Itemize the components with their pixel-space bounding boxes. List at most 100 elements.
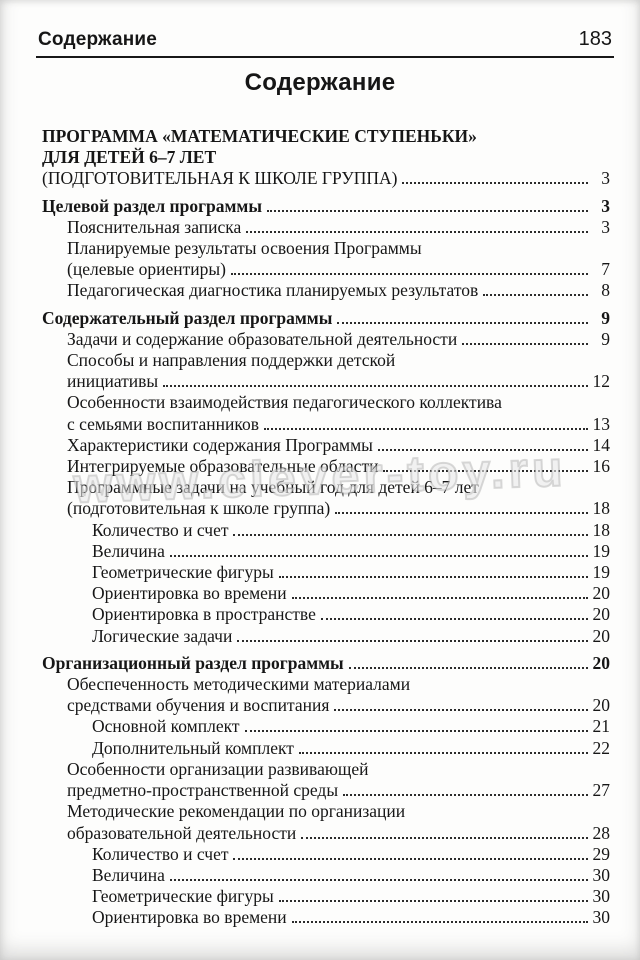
toc-entry-text: Содержательный раздел программы [42,307,333,328]
toc-entry-text: Величина [92,540,165,561]
toc-line: ПРОГРАММА «МАТЕМАТИЧЕСКИЕ СТУПЕНЬКИ» [42,126,610,147]
toc-entry-text: Ориентировка во времени [92,583,287,604]
dot-leader [163,385,588,388]
toc-entry-text: Целевой раздел программы [42,195,263,216]
dot-leader [233,857,588,860]
toc-page-number: 14 [592,434,611,455]
toc-line: Дополнительный комплект 22 [42,738,610,759]
header-rule [36,56,614,58]
toc-line: Интегрируемые образовательные области 16 [42,456,610,477]
toc-entry-text: образовательной деятельности [67,822,297,843]
toc-page-number: 8 [601,280,610,301]
toc-entry-text: Дополнительный комплект [92,737,294,758]
toc-page-number: 9 [601,328,610,349]
toc-page-number: 27 [592,780,611,801]
toc-entry-text: Интегрируемые образовательные области [67,456,379,477]
toc-page-number: 28 [592,822,611,843]
toc-entry-text: Обеспеченность методическими материалами [67,674,411,695]
toc-line: Планируемые результаты освоения Программ… [42,238,610,259]
toc-page-number: 16 [592,456,611,477]
toc-entry-text: с семьями воспитанников [67,413,259,434]
toc-page-number: 20 [592,583,611,604]
toc-page-number: 19 [592,540,611,561]
toc-entry-text: Планируемые результаты освоения Программ… [67,238,422,259]
toc-page-number: 20 [592,695,611,716]
toc-entry-text: Способы и направления поддержки детской [67,350,396,371]
toc-line: Способы и направления поддержки детской [42,350,610,371]
toc-line: Характеристики содержания Программы 14 [42,435,610,456]
toc-list: ПРОГРАММА «МАТЕМАТИЧЕСКИЕ СТУПЕНЬКИ» ДЛЯ … [42,126,610,929]
page-title: Содержание [244,69,396,96]
dot-leader [278,900,588,903]
toc-line: Пояснительная записка 3 [42,217,610,238]
dot-leader [335,512,588,515]
toc-entry-text: Количество и счет [92,519,229,540]
dot-leader [244,730,588,733]
dot-leader [348,666,588,669]
toc-entry-text: Педагогическая диагностика планируемых р… [67,280,479,301]
toc-entry-text: Особенности взаимодействия педагогическо… [67,392,502,413]
toc-line: Количество и счет 29 [42,844,610,865]
toc-line: Ориентировка в пространстве 20 [42,604,610,625]
dot-leader [377,448,588,451]
toc-entry-text: (целевые ориентиры) [67,259,226,280]
toc-entry-text: ПРОГРАММА «МАТЕМАТИЧЕСКИЕ СТУПЕНЬКИ» [42,126,477,146]
dot-leader [246,230,588,233]
toc-page-number: 20 [592,652,611,673]
toc-entry-text: Геометрические фигуры [92,886,274,907]
toc-line: предметно-пространственной среды 27 [42,780,610,801]
toc-line: Количество и счет 18 [42,520,610,541]
running-header-page-number: 183 [578,28,612,50]
toc-line: Величина 19 [42,541,610,562]
toc-line: Геометрические фигуры 19 [42,562,610,583]
toc-line: Величина 30 [42,865,610,886]
toc-line: Методические рекомендации по организации [42,801,610,822]
toc-entry-text: Величина [92,864,165,885]
toc-entry-text: Ориентировка в пространстве [92,604,316,625]
dot-leader [462,342,588,345]
toc-line: (целевые ориентиры) 7 [42,259,610,280]
toc-entry-text: Методические рекомендации по организации [67,801,406,822]
toc-line: Целевой раздел программы 3 [42,196,610,217]
toc-page-number: 7 [601,259,610,280]
dot-leader [337,321,588,324]
dot-leader [264,427,588,430]
dot-leader [169,554,588,557]
toc-page-number: 19 [592,562,611,583]
toc-line: Особенности взаимодействия педагогическо… [42,392,610,413]
dot-leader [301,836,588,839]
toc-line: Содержательный раздел программы 9 [42,308,610,329]
toc-entry-text: Геометрические фигуры [92,562,274,583]
dot-leader [383,470,588,473]
toc-page-number: 13 [592,413,611,434]
toc-page-number: 18 [592,498,611,519]
toc-entry-text: (ПОДГОТОВИТЕЛЬНАЯ К ШКОЛЕ ГРУППА) [42,168,398,189]
toc-entry-text: Пояснительная записка [67,216,242,237]
toc-page-number: 22 [592,737,611,758]
dot-leader [483,294,588,297]
toc-page-number: 9 [601,307,610,328]
dot-leader [230,273,588,276]
toc-entry-text: Количество и счет [92,843,229,864]
toc-page-number: 30 [592,864,611,885]
toc-page-number: 12 [592,371,611,392]
toc-entry-text: Характеристики содержания Программы [67,434,373,455]
toc-line: с семьями воспитанников 13 [42,414,610,435]
dot-leader [320,618,588,621]
toc-line: (подготовительная к школе группа) 18 [42,498,610,519]
toc-line: Обеспеченность методическими материалами [42,674,610,695]
toc-line: инициативы 12 [42,371,610,392]
dot-leader [334,709,588,712]
toc-entry-text: предметно-пространственной среды [67,780,339,801]
toc-line: средствами обучения и воспитания 20 [42,695,610,716]
toc-entry-text: Задачи и содержание образовательной деят… [67,328,458,349]
toc-line: Задачи и содержание образовательной деят… [42,329,610,350]
toc-entry-text: средствами обучения и воспитания [67,695,330,716]
toc-line: Ориентировка во времени 30 [42,907,610,928]
toc-page-number: 3 [601,168,610,189]
dot-leader [278,576,588,579]
dot-leader [291,597,588,600]
running-header: Содержание 183 [38,28,612,51]
toc-line: Особенности организации развивающей [42,759,610,780]
